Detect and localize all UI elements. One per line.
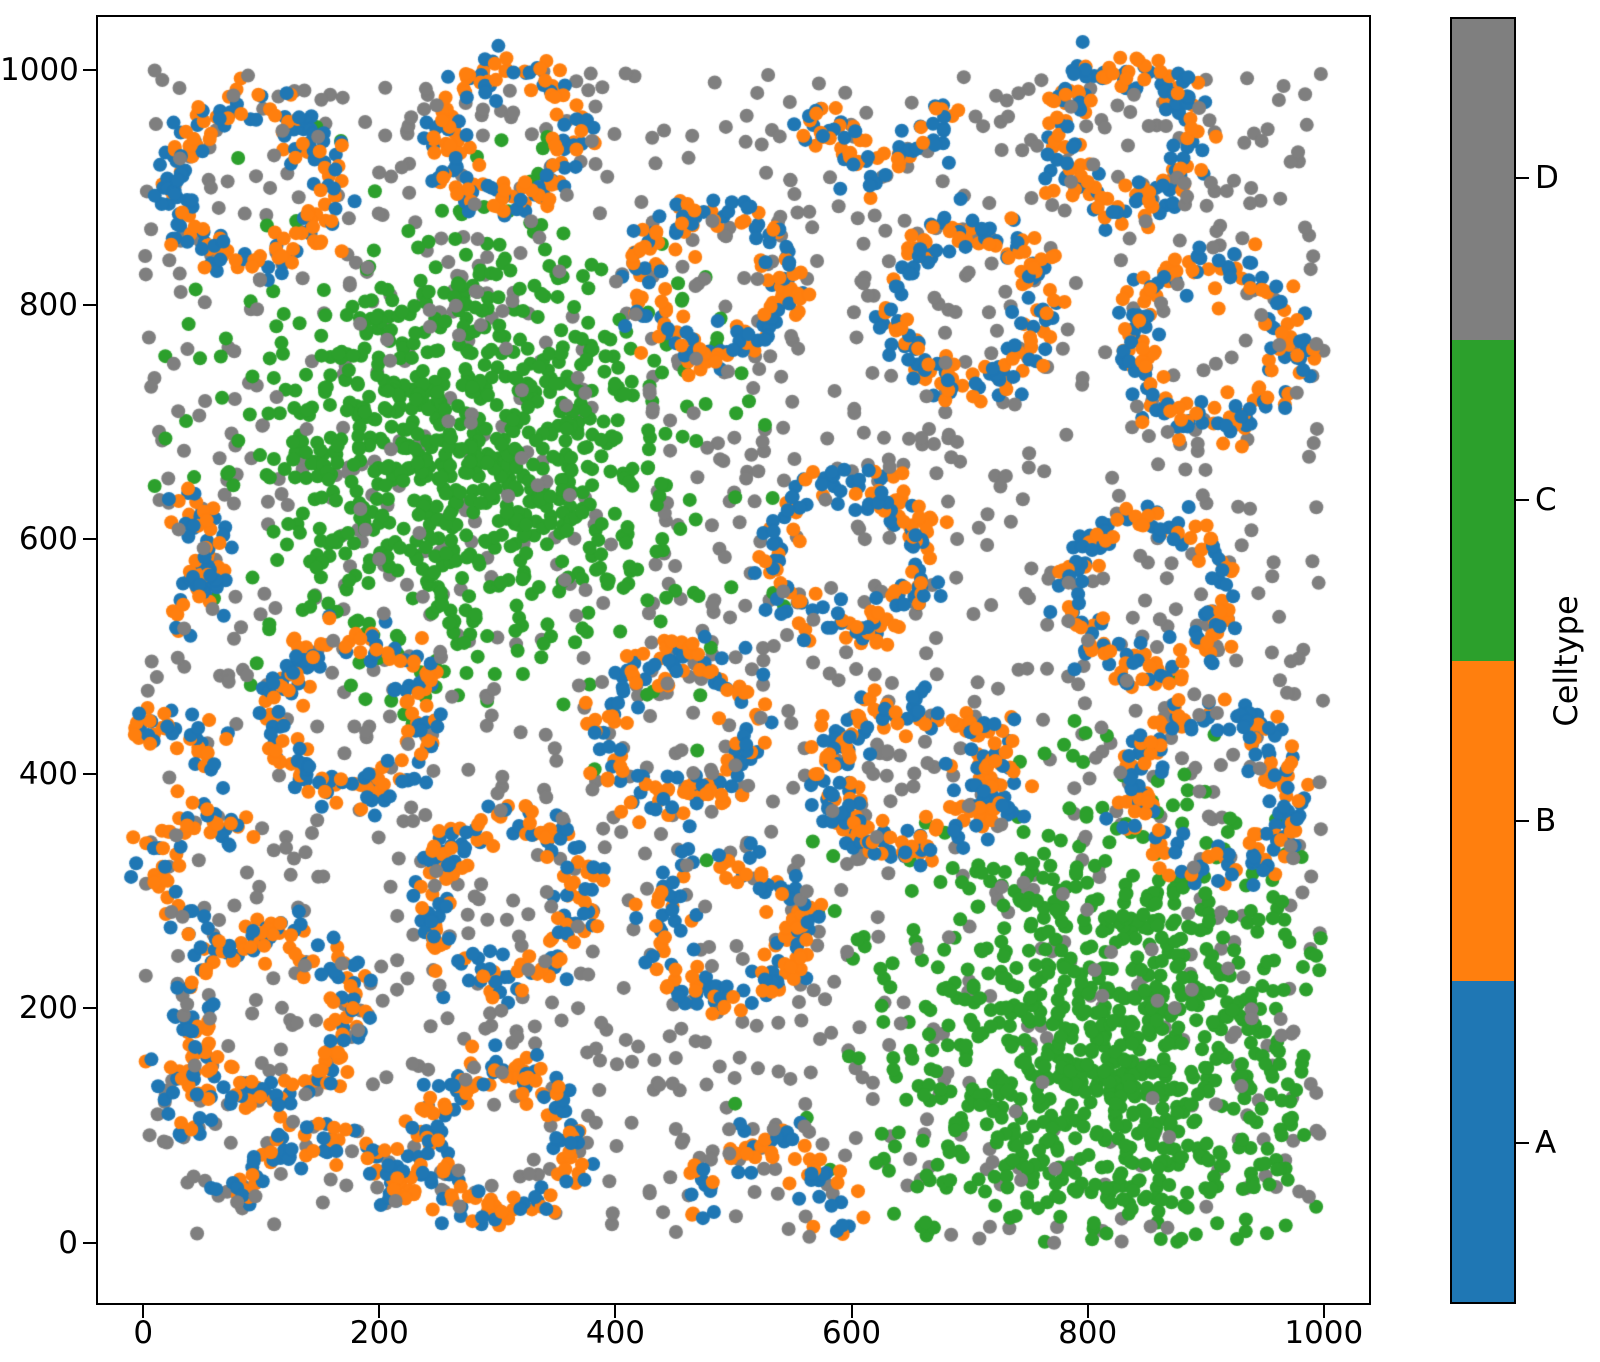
y-tick — [83, 69, 96, 71]
colorbar-tick-label-B: B — [1535, 804, 1595, 838]
colorbar-tick — [1516, 177, 1529, 179]
colorbar-segment-C — [1452, 340, 1514, 661]
colorbar-segment-A — [1452, 981, 1514, 1302]
colorbar-tick — [1516, 499, 1529, 501]
colorbar-label: Celltype — [1547, 595, 1585, 726]
x-tick-label: 600 — [772, 1316, 932, 1350]
colorbar-tick — [1516, 1142, 1529, 1144]
y-tick-label: 200 — [0, 991, 78, 1025]
y-tick-label: 400 — [0, 757, 78, 791]
y-tick-label: 600 — [0, 522, 78, 556]
y-tick — [83, 1007, 96, 1009]
colorbar-tick-label-A: A — [1535, 1126, 1595, 1160]
y-tick — [83, 304, 96, 306]
x-tick-label: 0 — [63, 1316, 223, 1350]
y-tick-label: 1000 — [0, 53, 78, 87]
x-tick-label: 200 — [299, 1316, 459, 1350]
colorbar-tick — [1516, 820, 1529, 822]
colorbar — [1450, 17, 1516, 1304]
x-tick-label: 1000 — [1244, 1316, 1404, 1350]
colorbar-tick-label-D: D — [1535, 161, 1595, 195]
y-tick-label: 800 — [0, 288, 78, 322]
x-tick-label: 400 — [535, 1316, 695, 1350]
y-tick — [83, 773, 96, 775]
x-tick-label: 800 — [1008, 1316, 1168, 1350]
figure: 0 200 400 600 800 1000 0 200 400 600 800 1000 A B C D… — [0, 0, 1600, 1362]
colorbar-segment-D — [1452, 19, 1514, 340]
y-tick — [83, 538, 96, 540]
colorbar-segment-B — [1452, 661, 1514, 982]
scatter-canvas — [96, 15, 1371, 1305]
colorbar-tick-label-C: C — [1535, 483, 1595, 517]
y-tick-label: 0 — [0, 1226, 78, 1260]
y-tick — [83, 1242, 96, 1244]
